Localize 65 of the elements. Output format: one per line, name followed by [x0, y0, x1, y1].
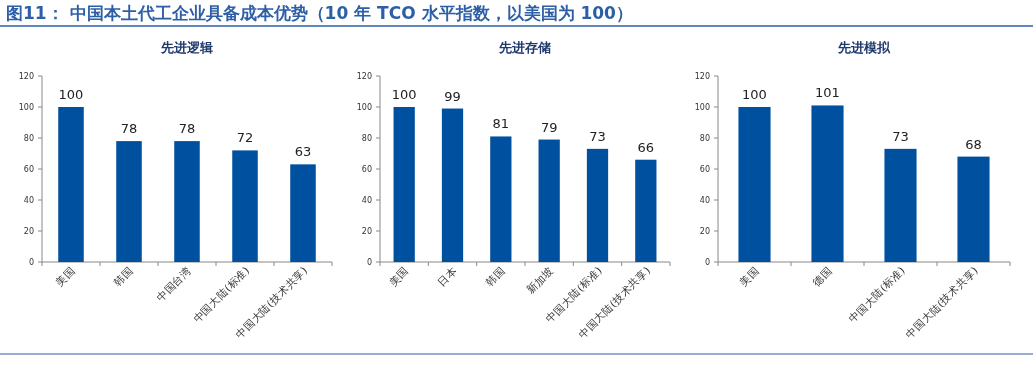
y-tick-label: 80: [23, 134, 34, 143]
bar: [490, 136, 512, 262]
data-label: 73: [892, 128, 909, 144]
y-tick-label: 100: [356, 103, 372, 112]
bar: [174, 141, 200, 262]
x-tick-label: 日本: [434, 263, 459, 288]
y-tick-label: 100: [18, 103, 34, 112]
y-tick-label: 120: [694, 72, 710, 81]
x-tick-label: 新加坡: [523, 263, 556, 296]
y-tick-label: 40: [361, 196, 372, 205]
data-label: 78: [178, 121, 196, 137]
y-tick-label: 60: [23, 165, 34, 174]
data-label: 72: [236, 130, 254, 146]
y-tick-label: 120: [356, 72, 372, 81]
y-tick-label: 120: [18, 72, 34, 81]
bar: [116, 141, 142, 262]
data-label: 63: [294, 144, 312, 160]
data-label: 78: [120, 121, 138, 137]
bar: [738, 107, 771, 262]
caption: 图11： 中国本土代工企业具备成本优势（10 年 TCO 水平指数，以美国为 100）: [6, 3, 633, 23]
data-label: 101: [815, 85, 840, 101]
y-tick-label: 40: [23, 196, 34, 205]
x-tick-label: 韩国: [111, 263, 136, 288]
y-tick-label: 0: [28, 258, 34, 267]
bar: [635, 159, 657, 262]
y-tick-label: 20: [361, 227, 372, 236]
x-tick-label: 中国台湾: [153, 263, 194, 304]
x-tick-label: 美国: [736, 263, 761, 288]
y-tick-label: 60: [699, 165, 710, 174]
y-tick-label: 20: [23, 227, 34, 236]
bar: [586, 148, 609, 262]
data-label: 66: [637, 139, 655, 155]
x-tick-label: 美国: [53, 263, 78, 288]
chart-title: 先进逻辑: [160, 40, 213, 55]
y-tick-label: 20: [699, 227, 710, 236]
bar: [232, 150, 258, 262]
y-tick-label: 0: [366, 258, 372, 267]
data-label: 100: [391, 87, 417, 102]
y-tick-label: 40: [699, 196, 710, 205]
data-label: 81: [492, 116, 510, 132]
bar: [884, 148, 917, 262]
y-tick-label: 60: [361, 165, 372, 174]
bar: [957, 156, 990, 262]
y-tick-label: 0: [704, 258, 710, 267]
bar: [441, 108, 464, 262]
data-label: 99: [444, 88, 461, 104]
bar: [58, 107, 84, 262]
bar: [538, 139, 560, 262]
chart-title: 先进模拟: [837, 40, 891, 55]
y-tick-label: 80: [361, 134, 372, 143]
bar: [393, 107, 415, 262]
x-tick-label: 中国大陆(标准): [845, 263, 907, 325]
data-label: 100: [58, 87, 84, 102]
data-label: 100: [742, 87, 767, 102]
x-tick-label: 韩国: [483, 263, 508, 288]
chart-title: 先进存储: [498, 40, 551, 55]
bar: [811, 105, 844, 262]
x-tick-label: 德国: [809, 263, 834, 288]
data-label: 73: [589, 128, 606, 144]
bar: [290, 164, 316, 262]
y-tick-label: 100: [694, 103, 710, 112]
y-tick-label: 80: [699, 134, 710, 143]
data-label: 68: [965, 136, 982, 152]
x-tick-label: 美国: [386, 263, 411, 288]
data-label: 79: [540, 119, 558, 135]
